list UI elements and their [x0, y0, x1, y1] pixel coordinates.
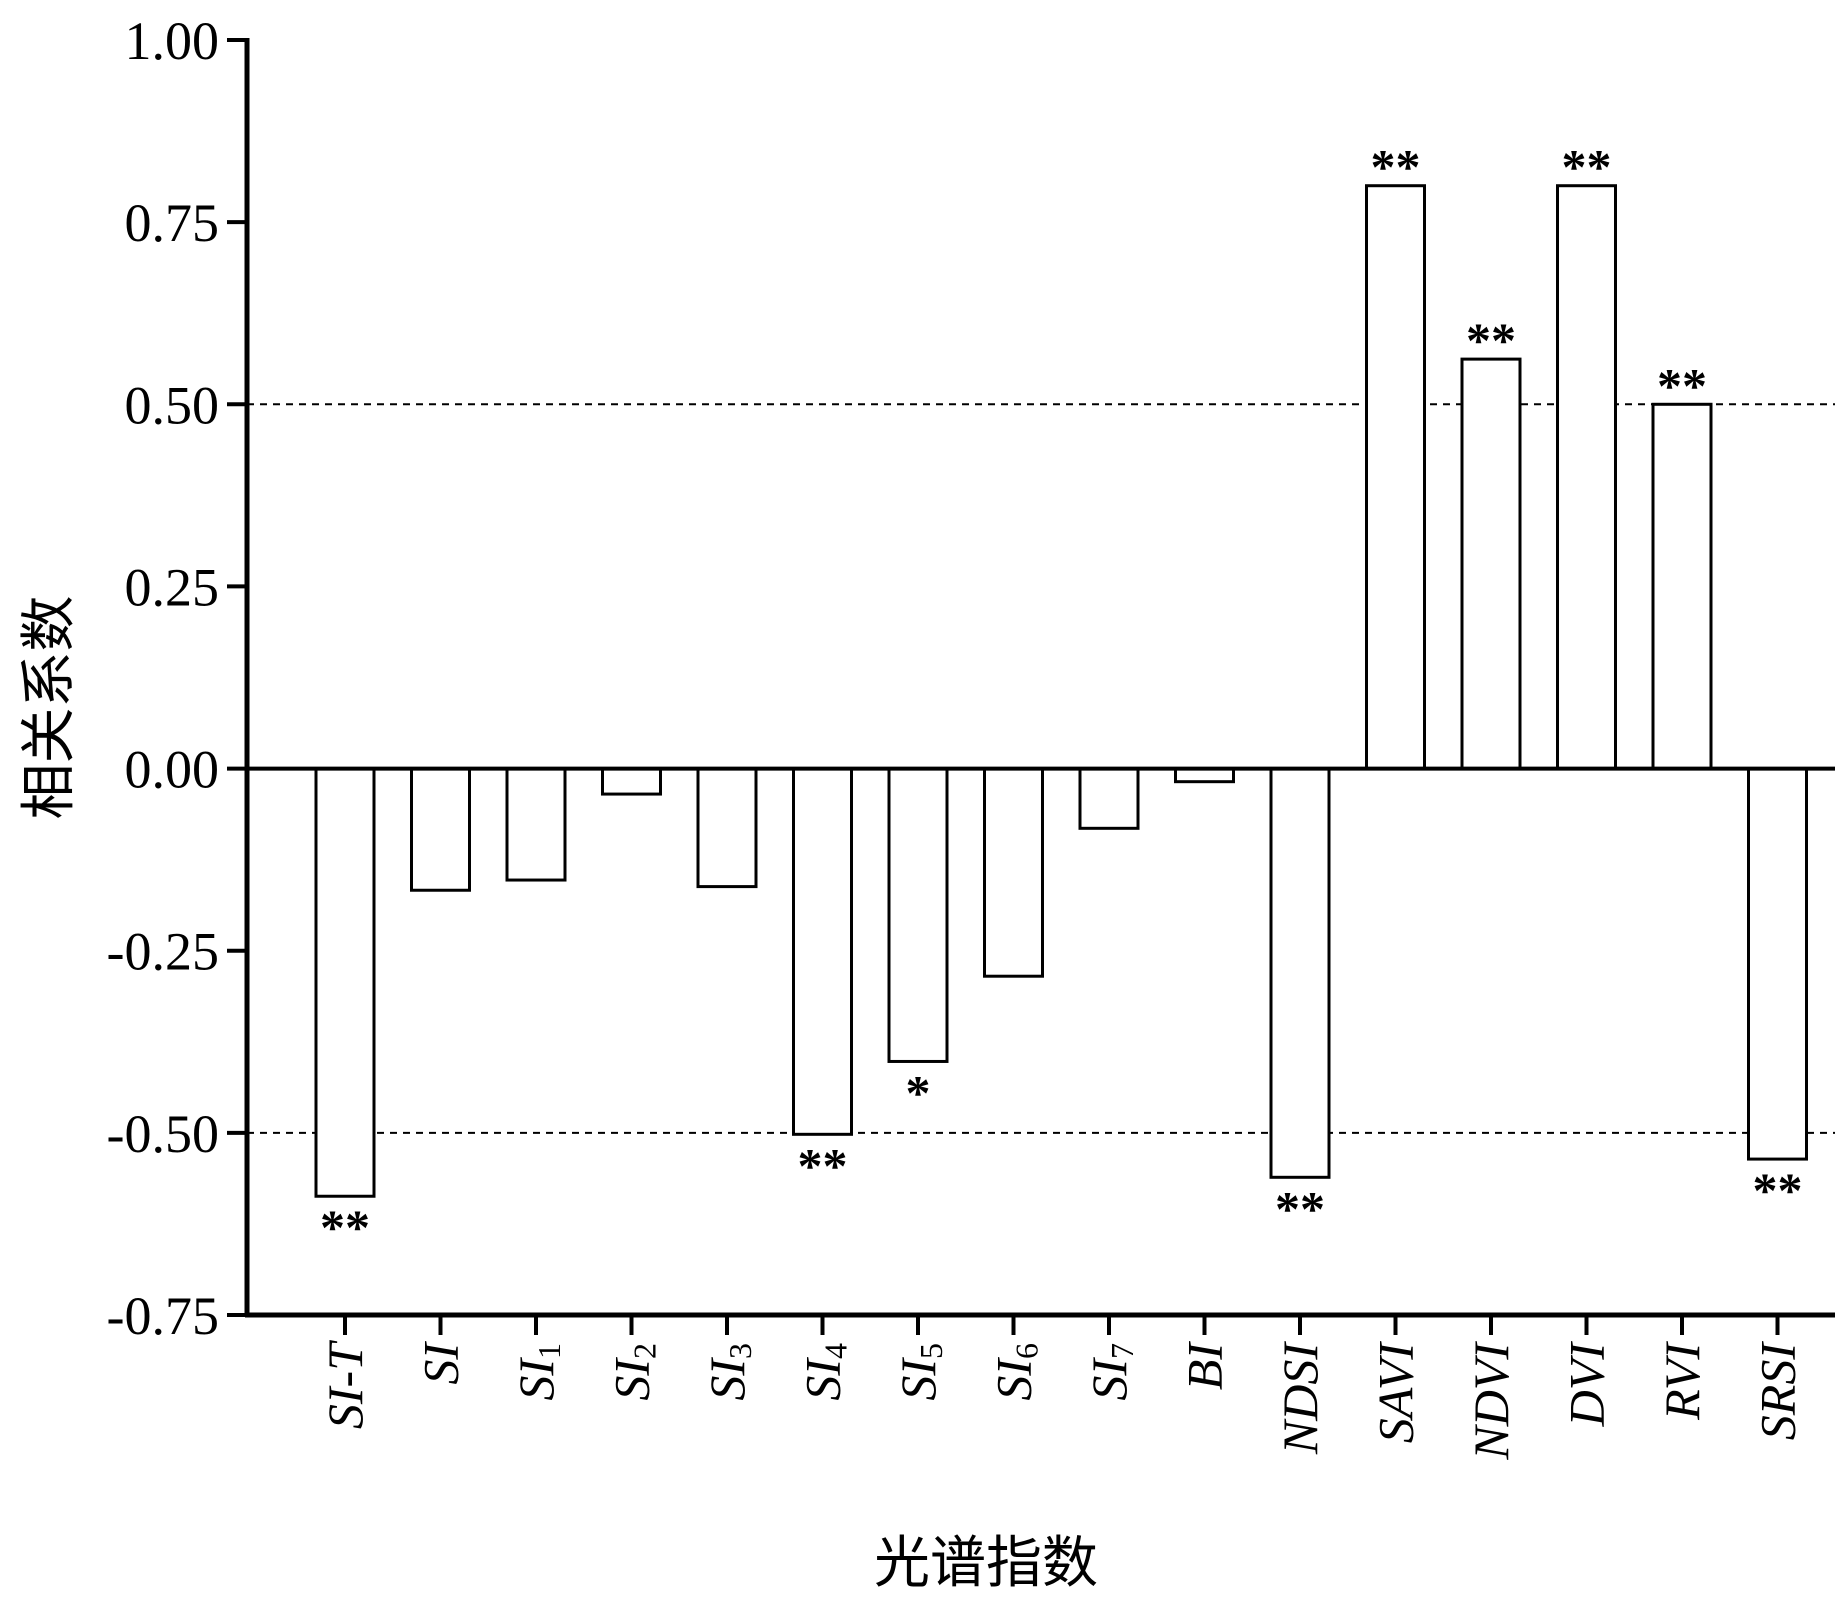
- x-tick-label-base: SI: [413, 1341, 469, 1385]
- y-tick-label: 0.50: [125, 375, 220, 435]
- x-tick-label-subscript: 6: [1009, 1343, 1045, 1359]
- x-tick-label-text: SI5: [890, 1343, 949, 1401]
- x-tick-label: SAVI: [1368, 1341, 1424, 1444]
- x-tick-label-subscript: 3: [722, 1343, 758, 1359]
- bar-8: [983, 767, 1044, 978]
- x-tick-label: BI: [1177, 1341, 1233, 1391]
- significance-marker: **: [320, 1199, 370, 1255]
- x-tick-label-text: NDSI: [1272, 1341, 1328, 1455]
- y-axis-ticks: 1.00 0.75 0.50 0.25 0.00 -0.25 -0.50 -0.75: [107, 11, 247, 1346]
- x-tick-label: NDVI: [1463, 1341, 1519, 1461]
- x-tick-label-text: SI1: [508, 1343, 567, 1401]
- x-tick-label-base: NDSI: [1272, 1341, 1328, 1455]
- x-tick-label-text: SAVI: [1368, 1341, 1424, 1444]
- x-tick-label-base: SI-T: [317, 1340, 373, 1429]
- y-tick-label: 0.75: [125, 193, 220, 253]
- x-tick-label-text: RVI: [1654, 1341, 1710, 1421]
- bar-2: [410, 767, 471, 892]
- x-tick-label: RVI: [1654, 1341, 1710, 1421]
- significance-labels: *****************: [320, 139, 1803, 1256]
- x-tick-label-text: SI4: [795, 1343, 854, 1401]
- x-tick-label-base: SI: [795, 1357, 851, 1401]
- x-tick-label-base: SRSI: [1750, 1341, 1806, 1441]
- x-tick-label: NDSI: [1272, 1341, 1328, 1455]
- significance-marker: **: [1657, 357, 1707, 413]
- x-tick-label: SI2: [604, 1343, 663, 1401]
- x-tick-label-subscript: 1: [531, 1343, 567, 1359]
- x-tick-label: SRSI: [1750, 1341, 1806, 1441]
- x-tick-label: SI6: [986, 1343, 1045, 1401]
- x-tick-label-base: SI: [604, 1357, 660, 1401]
- x-tick-label: SI7: [1081, 1343, 1140, 1401]
- x-tick-label-base: BI: [1177, 1341, 1233, 1391]
- bar-7: [887, 767, 949, 1063]
- x-tick-label-text: SRSI: [1750, 1341, 1806, 1441]
- bar-4: [601, 767, 662, 796]
- x-axis-title: 光谱指数: [874, 1531, 1098, 1596]
- y-tick-label: 0.00: [125, 740, 220, 800]
- significance-marker: **: [1562, 139, 1612, 195]
- y-tick-label: -0.25: [107, 922, 219, 982]
- x-tick-label-base: SI: [1081, 1357, 1137, 1401]
- y-tick-label: 0.25: [125, 557, 220, 617]
- reference-lines: [247, 403, 1835, 1134]
- bar-11: [1269, 767, 1331, 1179]
- x-tick-label: SI4: [795, 1343, 854, 1401]
- bar-12: [1365, 184, 1426, 771]
- x-tick-label-base: DVI: [1559, 1341, 1615, 1428]
- y-axis-title: 相关系数: [17, 596, 82, 820]
- bar-5: [696, 767, 758, 889]
- bar-9: [1078, 767, 1140, 830]
- x-tick-label-base: RVI: [1654, 1341, 1710, 1421]
- x-tick-label-text: SI2: [604, 1343, 663, 1401]
- bar-15: [1651, 402, 1713, 771]
- significance-marker: *: [906, 1064, 931, 1120]
- x-tick-label: SI3: [699, 1343, 758, 1401]
- bar-16: [1747, 767, 1808, 1161]
- significance-marker: **: [1466, 312, 1516, 368]
- bar-13: [1460, 357, 1522, 771]
- axes: [244, 38, 1835, 1318]
- x-tick-label-text: SI6: [986, 1343, 1045, 1401]
- x-tick-label-base: NDVI: [1463, 1341, 1519, 1461]
- x-tick-label: SI1: [508, 1343, 567, 1401]
- bar-6: [792, 767, 853, 1136]
- x-tick-label-base: SI: [986, 1357, 1042, 1401]
- x-tick-label-text: BI: [1177, 1341, 1233, 1391]
- x-tick-label-base: SI: [699, 1357, 755, 1401]
- bars: [314, 184, 1808, 1198]
- bar-14: [1556, 184, 1617, 771]
- x-tick-label-base: SAVI: [1368, 1341, 1424, 1444]
- x-tick-label-text: SI: [413, 1341, 469, 1385]
- y-tick-label: -0.75: [107, 1286, 219, 1346]
- significance-marker: **: [1753, 1162, 1803, 1218]
- x-tick-label-text: NDVI: [1463, 1341, 1519, 1461]
- significance-marker: **: [798, 1137, 848, 1193]
- x-tick-label-base: SI: [890, 1357, 946, 1401]
- x-tick-label-subscript: 2: [627, 1343, 663, 1359]
- bar-3: [505, 767, 567, 882]
- x-tick-label-text: DVI: [1559, 1341, 1615, 1428]
- x-tick-label: SI5: [890, 1343, 949, 1401]
- significance-marker: **: [1371, 139, 1421, 195]
- y-tick-label: 1.00: [125, 11, 220, 71]
- x-tick-label: SI: [413, 1341, 469, 1385]
- x-tick-label-text: SI-T: [317, 1340, 373, 1429]
- x-tick-label-text: SI3: [699, 1343, 758, 1401]
- x-tick-label-subscript: 7: [1104, 1343, 1140, 1359]
- x-tick-label-subscript: 4: [818, 1343, 854, 1359]
- x-tick-label-text: SI7: [1081, 1343, 1140, 1401]
- x-tick-label: DVI: [1559, 1341, 1615, 1428]
- significance-marker: **: [1275, 1180, 1325, 1236]
- x-tick-label-subscript: 5: [913, 1343, 949, 1359]
- x-tick-label-base: SI: [508, 1357, 564, 1401]
- x-tick-label: SI-T: [317, 1340, 373, 1429]
- y-tick-label: -0.50: [107, 1104, 219, 1164]
- bar-1: [314, 767, 376, 1198]
